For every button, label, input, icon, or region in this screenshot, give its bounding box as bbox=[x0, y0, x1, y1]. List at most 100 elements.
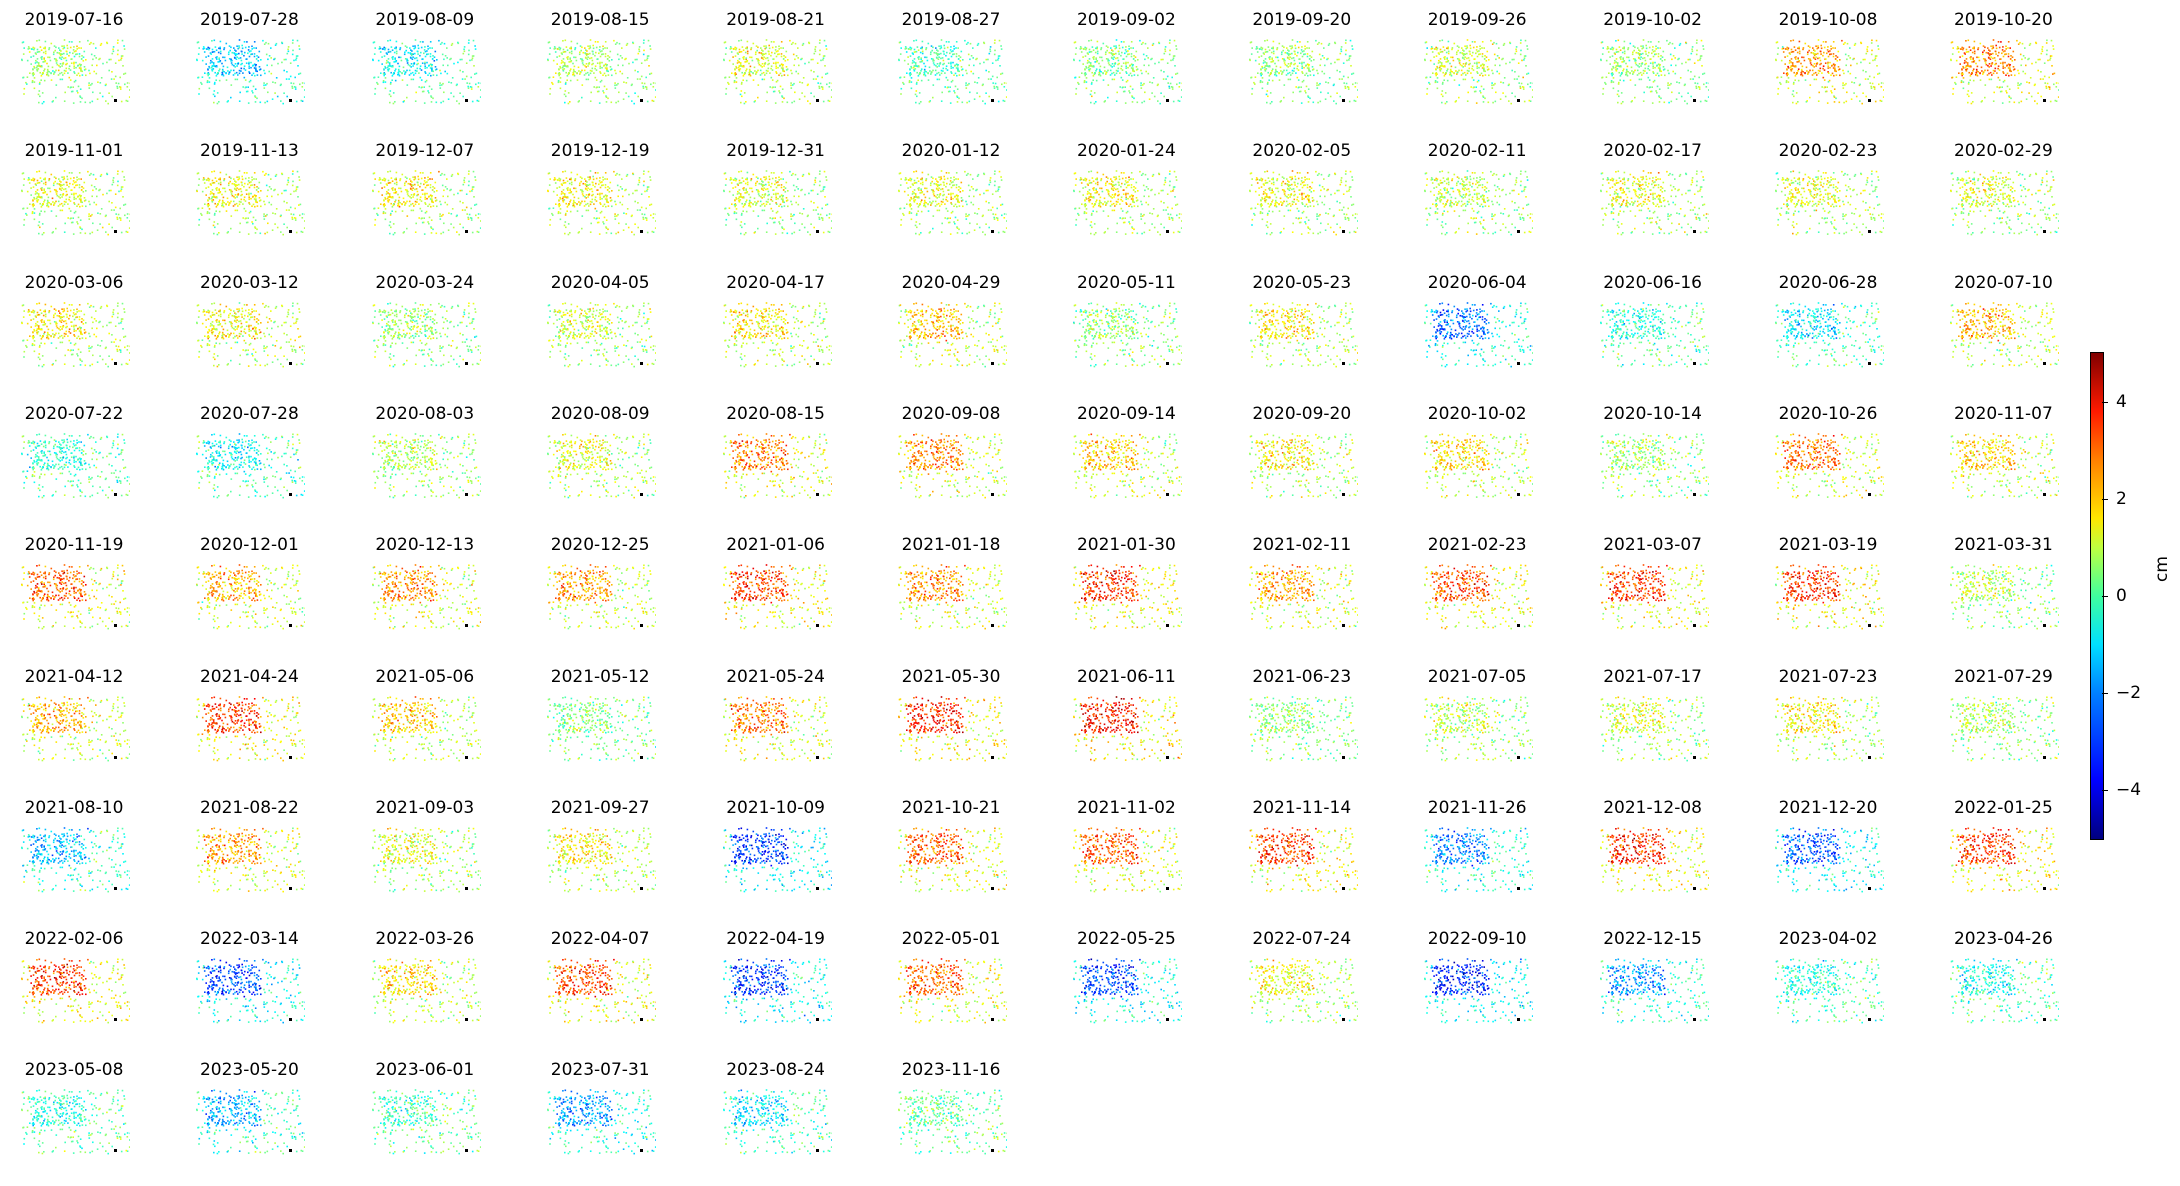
scatter-point bbox=[208, 73, 211, 75]
scatter-point bbox=[222, 196, 225, 199]
scatter-point bbox=[69, 79, 72, 81]
scatter-point bbox=[938, 56, 940, 58]
scatter-point bbox=[80, 58, 83, 60]
scatter-point bbox=[752, 79, 754, 81]
scatter-point bbox=[253, 85, 255, 88]
scatter-point bbox=[558, 72, 561, 74]
scatter-point bbox=[1518, 82, 1521, 84]
scatter-point bbox=[266, 195, 269, 198]
scatter-point bbox=[1794, 56, 1796, 59]
scatter-point bbox=[1108, 51, 1111, 54]
scatter-point bbox=[1095, 70, 1098, 72]
scatter-point bbox=[1968, 71, 1971, 74]
scatter-point bbox=[570, 40, 573, 43]
scatter-point bbox=[213, 233, 215, 235]
scatter-point bbox=[969, 42, 972, 45]
scatter-point bbox=[1822, 65, 1825, 67]
scatter-point bbox=[938, 53, 940, 55]
scatter-point bbox=[231, 63, 234, 66]
reference-point bbox=[2043, 99, 2047, 102]
scatter-point bbox=[408, 74, 411, 76]
scatter-point bbox=[749, 71, 752, 73]
scatter-point bbox=[280, 214, 283, 217]
scatter-point bbox=[391, 79, 393, 81]
scatter-point bbox=[97, 81, 99, 83]
scatter-point bbox=[53, 51, 55, 54]
scatter-point bbox=[1823, 46, 1826, 49]
scatter-point bbox=[254, 172, 256, 174]
scatter-point bbox=[228, 203, 231, 205]
scatter-point bbox=[417, 47, 420, 50]
scatter-point bbox=[777, 45, 780, 48]
scatter-point bbox=[2027, 58, 2030, 61]
scatter-point bbox=[1466, 45, 1468, 47]
scatter-point bbox=[299, 203, 302, 206]
scatter-point bbox=[123, 73, 125, 75]
scatter-point bbox=[382, 81, 384, 84]
scatter-point bbox=[988, 71, 990, 73]
scatter-point bbox=[1176, 48, 1178, 50]
scatter-point bbox=[402, 101, 404, 103]
scatter-point bbox=[459, 58, 461, 61]
scatter-point bbox=[1990, 53, 1993, 55]
scatter-point bbox=[434, 69, 437, 71]
scatter-point bbox=[955, 67, 958, 69]
scatter-point bbox=[1135, 56, 1137, 58]
scatter-point bbox=[90, 173, 92, 175]
scatter-point bbox=[1826, 102, 1829, 104]
scatter-point bbox=[38, 182, 41, 184]
scatter-point bbox=[1327, 82, 1329, 84]
scatter-point bbox=[1673, 47, 1676, 49]
scatter-point bbox=[55, 69, 57, 72]
scatter-point bbox=[907, 63, 909, 65]
scatter-point bbox=[1816, 74, 1818, 76]
scatter-point bbox=[1969, 79, 1972, 81]
scatter-point bbox=[735, 87, 737, 90]
scatter-point bbox=[1126, 72, 1128, 74]
scatter-point bbox=[73, 71, 75, 73]
scatter-point bbox=[414, 47, 416, 49]
scatter-point bbox=[1260, 74, 1262, 77]
scatter-point bbox=[43, 188, 45, 191]
scatter-point bbox=[1661, 60, 1663, 62]
scatter-point bbox=[767, 53, 770, 55]
scatter-point bbox=[1997, 76, 2000, 79]
scatter-point bbox=[49, 59, 52, 62]
scatter-point bbox=[1336, 92, 1338, 94]
scatter-point bbox=[1660, 74, 1662, 76]
scatter-point bbox=[71, 58, 73, 60]
scatter-point bbox=[1651, 49, 1653, 51]
scatter-point bbox=[1097, 50, 1099, 53]
scatter-point bbox=[1984, 69, 1987, 72]
scatter-point bbox=[1282, 96, 1285, 99]
scatter-point bbox=[108, 92, 110, 94]
scatter-point bbox=[765, 100, 768, 102]
scatter-point bbox=[46, 205, 48, 207]
scatter-point bbox=[559, 48, 561, 51]
scatter-point bbox=[1294, 72, 1297, 74]
scatter-point bbox=[1147, 57, 1150, 59]
scatter-point bbox=[981, 84, 984, 87]
scatter-point bbox=[565, 46, 568, 48]
scatter-point bbox=[1648, 46, 1651, 49]
scatter-point bbox=[260, 74, 262, 77]
scatter-point bbox=[47, 70, 49, 72]
scatter-point bbox=[223, 48, 226, 51]
scatter-point bbox=[1460, 74, 1463, 76]
scatter-point bbox=[1834, 67, 1836, 69]
scatter-point bbox=[1351, 45, 1353, 47]
scatter-point bbox=[741, 79, 744, 81]
scatter-point bbox=[761, 53, 764, 55]
scatter-point bbox=[1844, 53, 1847, 56]
scatter-point bbox=[1271, 57, 1273, 59]
scatter-point bbox=[741, 46, 743, 48]
scatter-point bbox=[1466, 52, 1468, 55]
scatter-point bbox=[1476, 46, 1478, 48]
panel: 2019-09-20 bbox=[1232, 10, 1372, 135]
scatter-point bbox=[1794, 79, 1796, 81]
scatter-point bbox=[796, 57, 799, 59]
scatter-point bbox=[402, 66, 405, 69]
scatter-point bbox=[549, 87, 552, 90]
scatter-point bbox=[414, 100, 417, 102]
scatter-point bbox=[63, 52, 65, 55]
